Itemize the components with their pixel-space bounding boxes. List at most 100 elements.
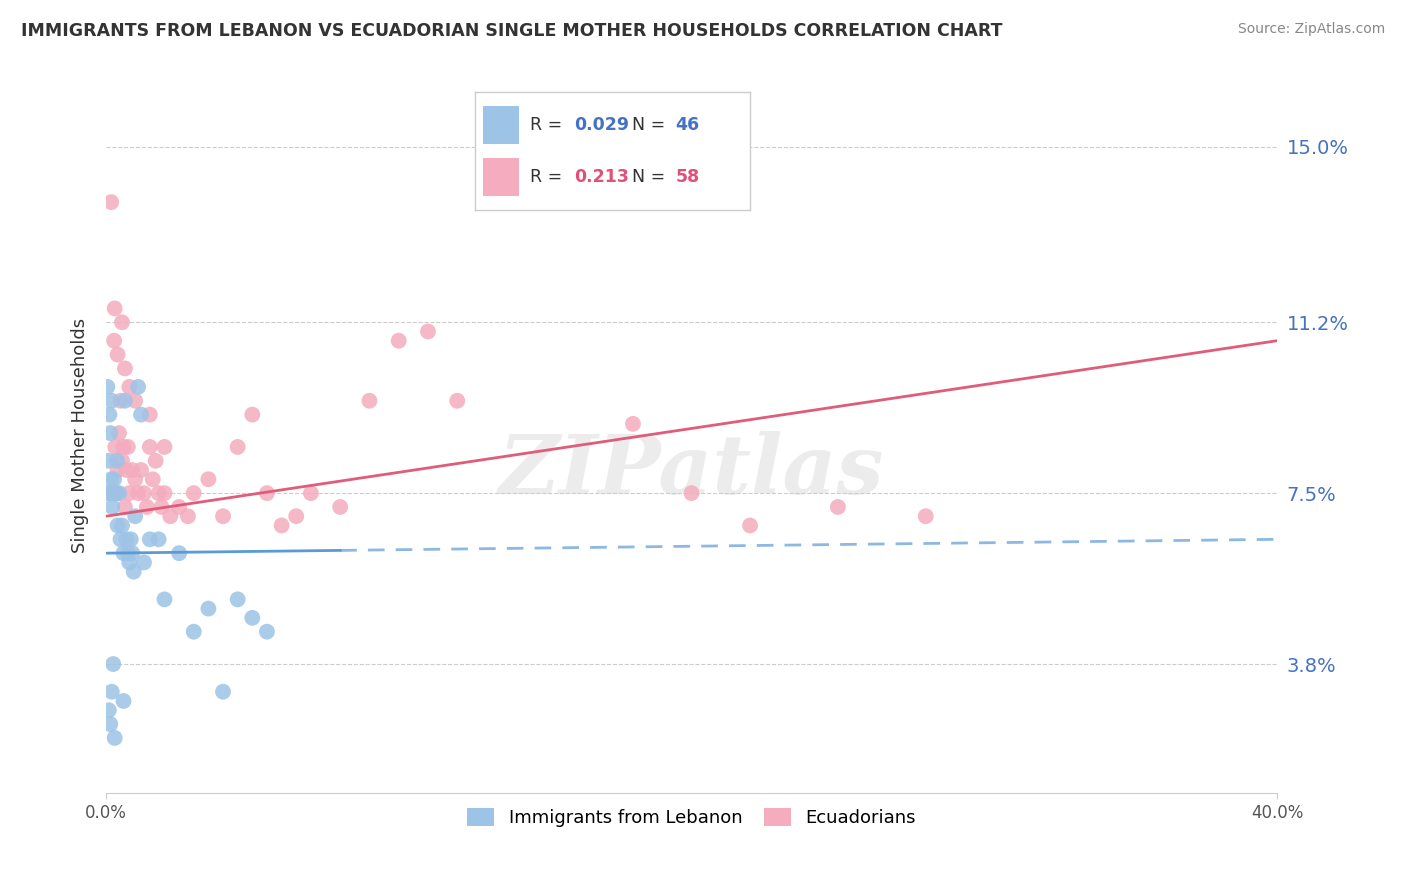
Point bbox=[226, 592, 249, 607]
Point bbox=[115, 463, 138, 477]
Point bbox=[121, 463, 143, 477]
Point bbox=[738, 518, 761, 533]
Point bbox=[100, 684, 122, 698]
Text: IMMIGRANTS FROM LEBANON VS ECUADORIAN SINGLE MOTHER HOUSEHOLDS CORRELATION CHART: IMMIGRANTS FROM LEBANON VS ECUADORIAN SI… bbox=[21, 22, 1002, 40]
Point bbox=[96, 380, 118, 394]
Point bbox=[150, 500, 173, 514]
Point bbox=[103, 334, 125, 348]
Point bbox=[107, 463, 129, 477]
Point bbox=[110, 533, 132, 547]
Point bbox=[114, 393, 136, 408]
Point bbox=[145, 454, 167, 468]
Point bbox=[153, 440, 176, 454]
Point bbox=[111, 518, 134, 533]
Point bbox=[167, 546, 190, 560]
Point bbox=[112, 694, 135, 708]
Point bbox=[97, 454, 120, 468]
Point bbox=[153, 592, 176, 607]
Point bbox=[105, 486, 128, 500]
Point bbox=[132, 486, 155, 500]
Point bbox=[132, 556, 155, 570]
Point bbox=[159, 509, 181, 524]
Point bbox=[329, 500, 352, 514]
Point bbox=[226, 440, 249, 454]
Point bbox=[112, 440, 135, 454]
Point bbox=[299, 486, 322, 500]
Point bbox=[197, 601, 219, 615]
Point bbox=[98, 717, 121, 731]
Point bbox=[111, 315, 134, 329]
Point bbox=[121, 546, 143, 560]
Point bbox=[114, 361, 136, 376]
Point bbox=[197, 472, 219, 486]
Point bbox=[97, 486, 120, 500]
Point bbox=[139, 440, 162, 454]
Point bbox=[256, 624, 278, 639]
Point bbox=[105, 486, 128, 500]
Point bbox=[103, 486, 125, 500]
Point bbox=[827, 500, 849, 514]
Point bbox=[148, 486, 170, 500]
Point bbox=[914, 509, 936, 524]
Point bbox=[120, 533, 142, 547]
Point bbox=[118, 486, 141, 500]
Point bbox=[118, 556, 141, 570]
Point bbox=[183, 624, 205, 639]
Point bbox=[117, 440, 139, 454]
Point bbox=[104, 301, 127, 316]
Point bbox=[112, 546, 135, 560]
Point bbox=[111, 454, 134, 468]
Point bbox=[359, 393, 381, 408]
Point bbox=[240, 408, 263, 422]
Point bbox=[446, 393, 468, 408]
Point bbox=[416, 325, 439, 339]
Point bbox=[285, 509, 308, 524]
Point bbox=[129, 408, 152, 422]
Text: Source: ZipAtlas.com: Source: ZipAtlas.com bbox=[1237, 22, 1385, 37]
Point bbox=[270, 518, 292, 533]
Point bbox=[117, 546, 139, 560]
Point bbox=[124, 393, 146, 408]
Point bbox=[103, 657, 125, 671]
Point bbox=[104, 731, 127, 745]
Point bbox=[139, 533, 162, 547]
Point bbox=[100, 393, 122, 408]
Point bbox=[177, 509, 200, 524]
Legend: Immigrants from Lebanon, Ecuadorians: Immigrants from Lebanon, Ecuadorians bbox=[460, 801, 924, 834]
Point bbox=[104, 486, 127, 500]
Point bbox=[256, 486, 278, 500]
Text: ZIPatlas: ZIPatlas bbox=[499, 431, 884, 511]
Y-axis label: Single Mother Households: Single Mother Households bbox=[72, 318, 89, 553]
Point bbox=[110, 393, 132, 408]
Point bbox=[212, 684, 235, 698]
Point bbox=[107, 347, 129, 361]
Point bbox=[388, 334, 411, 348]
Point bbox=[118, 380, 141, 394]
Point bbox=[621, 417, 644, 431]
Point bbox=[681, 486, 703, 500]
Point bbox=[122, 565, 145, 579]
Point bbox=[135, 500, 157, 514]
Point bbox=[101, 500, 124, 514]
Point bbox=[167, 500, 190, 514]
Point bbox=[100, 472, 122, 486]
Point bbox=[114, 500, 136, 514]
Point bbox=[127, 486, 149, 500]
Point bbox=[124, 472, 146, 486]
Point bbox=[127, 380, 149, 394]
Point bbox=[115, 533, 138, 547]
Point bbox=[103, 472, 125, 486]
Point bbox=[104, 440, 127, 454]
Point bbox=[108, 426, 131, 441]
Point bbox=[148, 533, 170, 547]
Point bbox=[108, 486, 131, 500]
Point bbox=[124, 509, 146, 524]
Point bbox=[240, 611, 263, 625]
Point bbox=[142, 472, 165, 486]
Point bbox=[101, 486, 124, 500]
Point bbox=[100, 195, 122, 210]
Point bbox=[139, 408, 162, 422]
Point bbox=[183, 486, 205, 500]
Point bbox=[105, 454, 128, 468]
Point bbox=[153, 486, 176, 500]
